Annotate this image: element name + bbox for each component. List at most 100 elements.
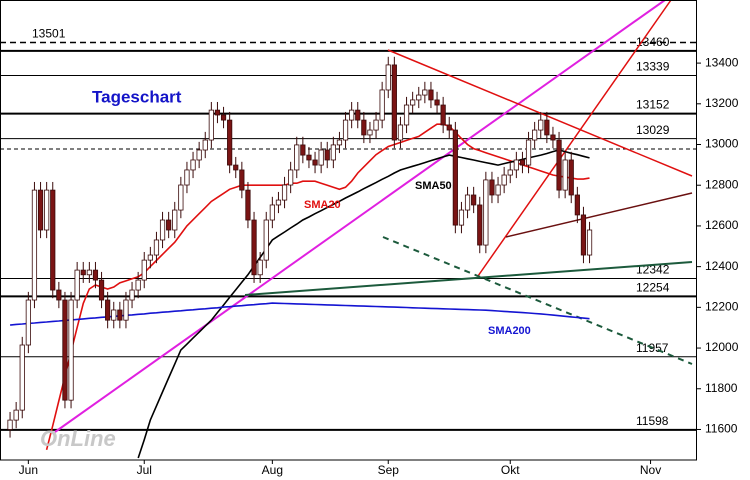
candle-body xyxy=(196,149,202,161)
candle-body xyxy=(538,119,544,131)
candle-body xyxy=(13,409,19,421)
candle-body xyxy=(50,189,56,291)
trend-line xyxy=(505,192,693,238)
candle-body xyxy=(422,89,428,96)
candle-body xyxy=(574,194,580,216)
candle-body xyxy=(202,139,208,151)
x-tick-label: Jun xyxy=(19,463,38,477)
candle-body xyxy=(312,159,318,166)
candle-body xyxy=(507,169,513,176)
candle-body xyxy=(403,104,410,126)
candle-body xyxy=(105,299,111,321)
candle-body xyxy=(580,214,587,256)
candle-body xyxy=(220,114,227,121)
y-tick-label: 11800 xyxy=(705,381,738,395)
x-tick-label: Aug xyxy=(262,463,283,477)
series-label: SMA20 xyxy=(304,199,341,211)
candle-body xyxy=(391,64,397,141)
candle-body xyxy=(318,149,324,166)
y-tick-label: 12800 xyxy=(705,177,739,191)
plot-frame xyxy=(0,0,697,461)
candle-body xyxy=(227,119,233,166)
trend-line xyxy=(382,236,693,365)
candle-body xyxy=(80,269,86,276)
candles xyxy=(7,56,593,438)
candle-body xyxy=(525,139,532,166)
x-tick-label: Okt xyxy=(501,463,520,477)
candle-body xyxy=(190,159,196,171)
candle-body xyxy=(184,169,190,186)
candle-body xyxy=(117,309,123,321)
candle-body xyxy=(355,109,361,121)
candle-body xyxy=(379,89,385,121)
candle-body xyxy=(324,149,330,161)
candle-body xyxy=(330,144,336,161)
candle-body xyxy=(123,299,129,321)
candle-body xyxy=(44,189,50,231)
candle-body xyxy=(342,119,349,141)
candle-body xyxy=(464,194,471,211)
candle-body xyxy=(245,189,251,221)
candle-body xyxy=(373,119,379,131)
candle-body xyxy=(367,129,373,136)
x-tick-label: Sep xyxy=(378,463,400,477)
candle-body xyxy=(495,184,501,196)
candle-body xyxy=(92,269,99,281)
candle-body xyxy=(172,209,178,231)
level-label: 13152 xyxy=(636,98,670,112)
candle-body xyxy=(239,169,245,191)
candle-body xyxy=(129,289,135,301)
candle-body xyxy=(397,124,404,141)
candle-body xyxy=(416,94,422,101)
level-label: 11598 xyxy=(636,414,669,428)
level-label: 13339 xyxy=(636,60,670,74)
series-label: SMA200 xyxy=(488,325,531,337)
candle-body xyxy=(37,189,44,231)
candle-body xyxy=(568,159,574,196)
chart-title: Tageschart xyxy=(92,87,182,106)
candle-body xyxy=(251,219,257,276)
candle-body xyxy=(178,184,184,211)
levels: 1350113460133391315213029123421225411957… xyxy=(0,27,697,431)
candle-body xyxy=(281,184,288,201)
candle-body xyxy=(477,204,483,246)
trend-line xyxy=(54,0,666,433)
candle-body xyxy=(68,299,74,401)
candle-body xyxy=(111,309,117,321)
y-tick-label: 12200 xyxy=(705,300,739,314)
candle-body xyxy=(434,99,440,106)
candle-body xyxy=(336,139,343,146)
candle-body xyxy=(458,209,465,226)
trend-line xyxy=(244,261,693,296)
y-tick-label: 12000 xyxy=(705,340,739,354)
ma-line xyxy=(45,123,590,450)
candle-body xyxy=(56,289,62,301)
candle-body xyxy=(31,189,38,301)
candle-body xyxy=(361,119,367,136)
candle-body xyxy=(300,144,306,156)
candle-body xyxy=(489,179,495,196)
candle-body xyxy=(550,134,556,141)
x-tick-label: Jul xyxy=(137,463,152,477)
trend-line xyxy=(477,0,672,277)
candle-body xyxy=(263,219,269,261)
y-tick-label: 11600 xyxy=(705,422,738,436)
candle-body xyxy=(532,129,538,141)
level-label: 13501 xyxy=(32,27,66,41)
candle-body xyxy=(452,129,458,226)
trend-lines xyxy=(54,0,693,433)
axes: 11600 11800 12000 12200 12400 12600 12800 13000… xyxy=(19,55,739,477)
candle-body xyxy=(306,154,312,161)
candle-body xyxy=(98,279,105,301)
y-tick-label: 13200 xyxy=(705,96,739,110)
level-label: 13029 xyxy=(636,123,670,137)
candle-body xyxy=(269,204,275,221)
x-tick-label: Nov xyxy=(640,463,661,477)
candle-body xyxy=(74,269,80,301)
candle-body xyxy=(25,299,31,346)
candle-body xyxy=(513,159,519,171)
candle-body xyxy=(257,259,263,276)
candle-body xyxy=(159,219,166,241)
